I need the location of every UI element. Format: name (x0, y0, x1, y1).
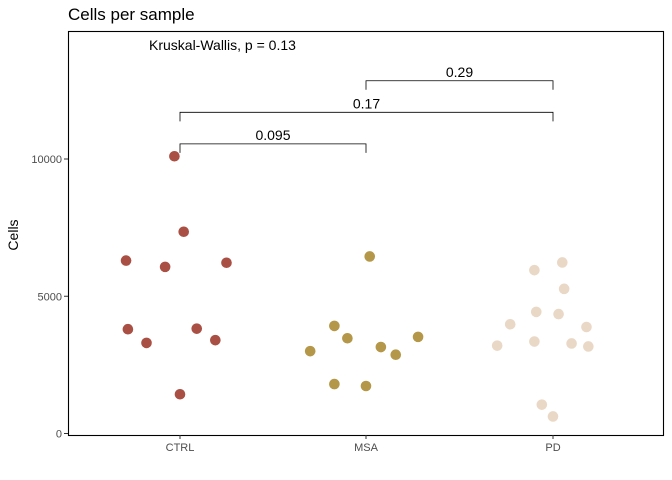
point-pd (530, 306, 542, 318)
point-pd (583, 341, 594, 352)
point-pd (553, 308, 564, 320)
point-ctrl (191, 323, 203, 334)
point-ctrl (169, 150, 180, 162)
point-pd (557, 257, 568, 268)
point-pd (529, 336, 540, 347)
y-axis-label: Cells (5, 219, 21, 250)
point-msa (390, 349, 402, 361)
point-msa (329, 378, 340, 390)
point-ctrl (122, 323, 134, 335)
comparison-bracket-ctrl-pd (179, 111, 554, 122)
plot-panel-border (67, 30, 665, 437)
chart-title: Cells per sample (68, 5, 195, 24)
point-pd (529, 264, 540, 276)
x-tick-label-msa: MSA (354, 442, 379, 454)
point-pd (558, 283, 570, 295)
point-ctrl (141, 337, 152, 349)
point-msa (360, 380, 372, 392)
point-ctrl (159, 261, 171, 273)
point-pd (491, 340, 503, 351)
kruskal-wallis-annotation: Kruskal-Wallis, p = 0.13 (149, 37, 296, 53)
y-tick-label: 0 (56, 429, 62, 441)
point-msa (412, 331, 424, 343)
comparison-bracket-msa-pd (365, 80, 554, 90)
point-msa (329, 320, 340, 332)
point-ctrl (210, 334, 221, 346)
point-pd (547, 411, 559, 422)
point-pd (504, 318, 516, 330)
point-pd (536, 399, 548, 410)
y-tick-label: 10000 (31, 154, 62, 166)
comparison-pvalue-msa-pd: 0.29 (446, 64, 473, 80)
point-ctrl (178, 226, 190, 238)
point-ctrl (221, 257, 232, 269)
y-tick-label: 5000 (38, 291, 62, 303)
comparison-pvalue-ctrl-pd: 0.17 (353, 95, 380, 111)
point-pd (581, 321, 592, 333)
comparison-pvalue-ctrl-msa: 0.095 (255, 127, 290, 143)
point-msa (304, 345, 316, 357)
comparison-bracket-ctrl-msa (179, 143, 367, 153)
x-tick-label-ctrl: CTRL (166, 442, 195, 454)
point-msa (364, 251, 376, 262)
point-msa (375, 341, 387, 353)
point-ctrl (174, 388, 186, 400)
point-pd (566, 338, 577, 349)
x-tick-label-pd: PD (545, 442, 560, 454)
point-msa (342, 332, 353, 344)
point-ctrl (120, 255, 132, 266)
